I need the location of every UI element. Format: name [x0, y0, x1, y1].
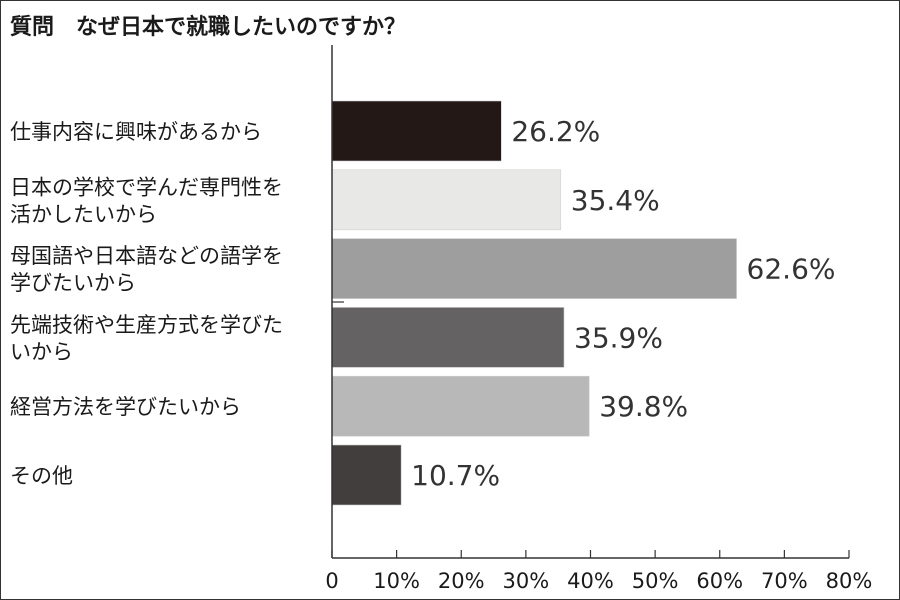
category-label: 学びたいから: [10, 271, 136, 295]
data-label: 10.7%: [411, 459, 500, 492]
x-tick-label: 0: [325, 569, 338, 593]
category-labels: 仕事内容に興味があるから日本の学校で学んだ専門性を活かしたいから母国語や日本語な…: [10, 120, 283, 488]
category-label: 仕事内容に興味があるから: [10, 120, 262, 144]
bar: [331, 375, 590, 437]
data-label: 35.9%: [574, 321, 663, 354]
x-tick-label: 20%: [438, 569, 485, 593]
x-tick-label: 40%: [567, 569, 614, 593]
data-label: 62.6%: [747, 253, 836, 286]
category-label: 日本の学校で学んだ専門性を: [10, 175, 283, 199]
category-label: いから: [10, 340, 73, 364]
bars: [331, 100, 737, 506]
bar: [331, 444, 402, 506]
data-label: 39.8%: [599, 390, 688, 423]
chart-title: 質問 なぜ日本で就職したいのですか？: [10, 14, 406, 40]
bar: [331, 307, 565, 368]
x-axis: 0 10% 20% 30% 40% 50% 60% 70% 80%: [325, 45, 872, 593]
x-tick-label: 10%: [373, 569, 420, 593]
bar: [331, 238, 737, 299]
bar: [331, 100, 502, 162]
data-label: 26.2%: [511, 115, 600, 148]
category-label: 活かしたいから: [10, 202, 157, 226]
category-label: 母国語や日本語などの語学を: [10, 244, 283, 268]
x-tick-label: 70%: [761, 569, 808, 593]
data-label: 35.4%: [571, 184, 660, 217]
category-label: 先端技術や生産方式を学びた: [10, 313, 283, 337]
value-labels: 26.2% 35.4% 62.6% 35.9% 39.8% 10.7%: [411, 115, 835, 492]
x-tick-label: 60%: [696, 569, 743, 593]
category-label: その他: [10, 464, 73, 488]
category-label: 経営方法を学びたいから: [10, 395, 241, 419]
x-tick-label: 50%: [632, 569, 679, 593]
x-tick-label: 30%: [503, 569, 550, 593]
x-tick-label: 80%: [826, 569, 873, 593]
bar: [331, 169, 562, 231]
